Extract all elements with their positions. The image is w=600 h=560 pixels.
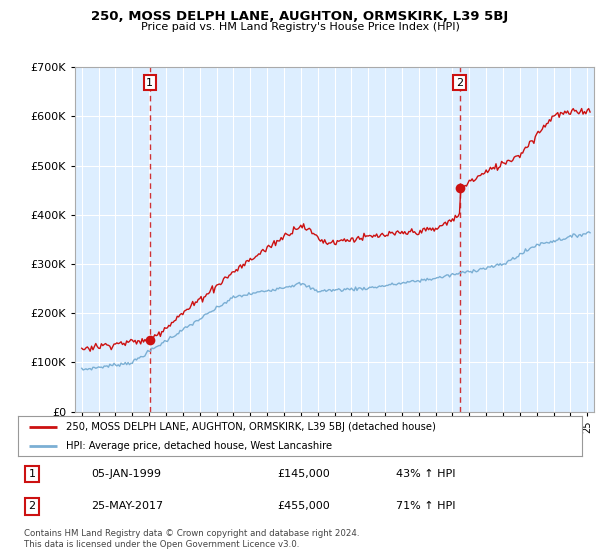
Text: Contains HM Land Registry data © Crown copyright and database right 2024.: Contains HM Land Registry data © Crown c…	[24, 529, 359, 538]
Text: 250, MOSS DELPH LANE, AUGHTON, ORMSKIRK, L39 5BJ: 250, MOSS DELPH LANE, AUGHTON, ORMSKIRK,…	[91, 10, 509, 23]
Text: 43% ↑ HPI: 43% ↑ HPI	[396, 469, 455, 479]
Text: Price paid vs. HM Land Registry's House Price Index (HPI): Price paid vs. HM Land Registry's House …	[140, 22, 460, 32]
Text: £145,000: £145,000	[277, 469, 330, 479]
Text: 71% ↑ HPI: 71% ↑ HPI	[396, 501, 455, 511]
Text: 2: 2	[29, 501, 35, 511]
Text: £455,000: £455,000	[277, 501, 330, 511]
Text: 250, MOSS DELPH LANE, AUGHTON, ORMSKIRK, L39 5BJ (detached house): 250, MOSS DELPH LANE, AUGHTON, ORMSKIRK,…	[66, 422, 436, 432]
Text: 1: 1	[29, 469, 35, 479]
Text: 25-MAY-2017: 25-MAY-2017	[91, 501, 163, 511]
Text: This data is licensed under the Open Government Licence v3.0.: This data is licensed under the Open Gov…	[24, 540, 299, 549]
Text: HPI: Average price, detached house, West Lancashire: HPI: Average price, detached house, West…	[66, 441, 332, 450]
Text: 1: 1	[146, 78, 154, 88]
Text: 05-JAN-1999: 05-JAN-1999	[91, 469, 161, 479]
Text: 2: 2	[456, 78, 463, 88]
